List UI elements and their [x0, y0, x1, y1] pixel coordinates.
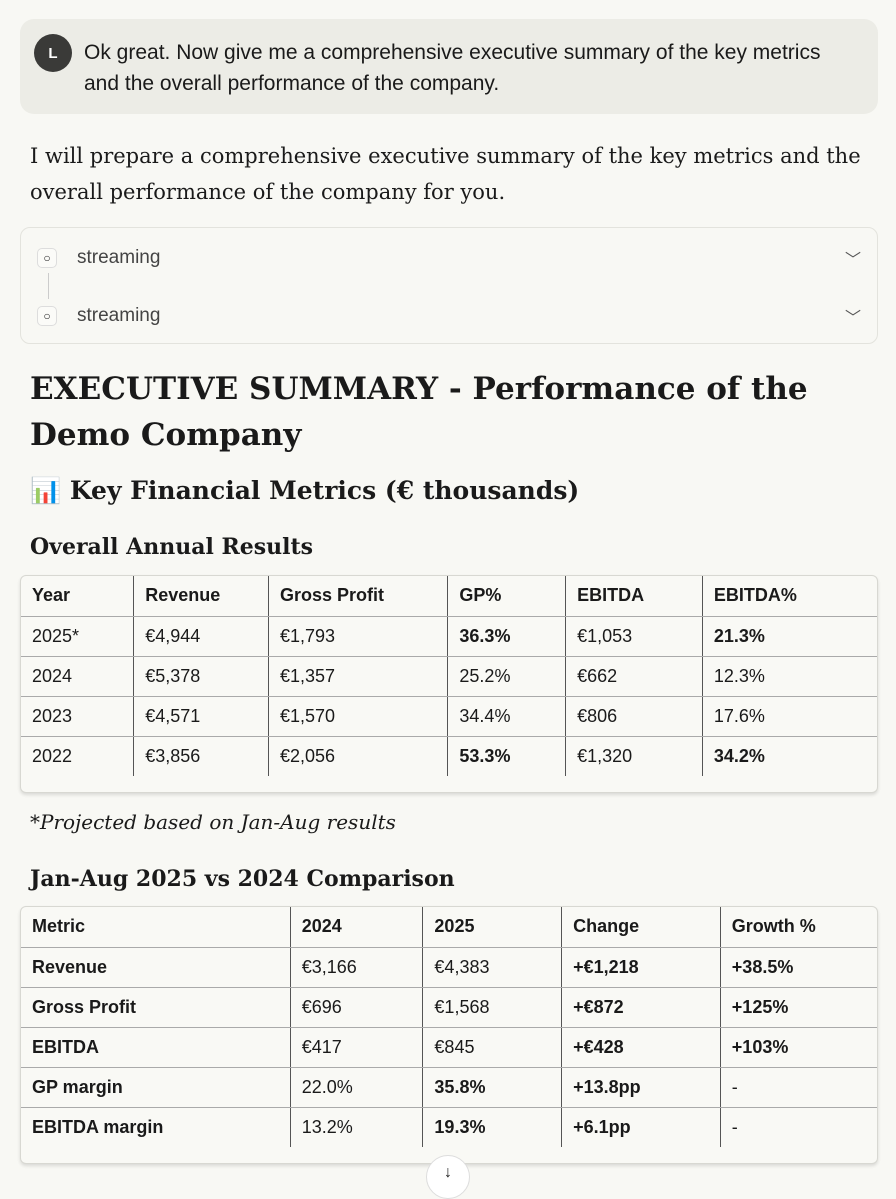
table-cell: 2022 [32, 745, 73, 766]
table-cell: EBITDA margin [32, 1116, 164, 1137]
chevron-down-icon[interactable]: ﹀ [844, 252, 861, 269]
table-cell: €3,166 [289, 947, 423, 988]
table-cell: €1,357 [268, 656, 448, 697]
streaming-step[interactable]: ○ streaming ﹀ [37, 246, 861, 270]
table-cell: Gross Profit [21, 987, 291, 1028]
table-cell: 35.8% [422, 1067, 562, 1108]
table-cell: +13.8pp [561, 1067, 721, 1108]
streaming-step[interactable]: ○ streaming ﹀ [37, 304, 861, 328]
table-cell: - [719, 1107, 877, 1147]
table-cell: 12.3% [701, 656, 877, 697]
table-cell: +€1,218 [561, 947, 721, 988]
table-row: GP margin 22.0% 35.8% +13.8pp - [21, 1067, 877, 1108]
table-cell: +6.1pp [561, 1107, 721, 1147]
table-cell: +125% [719, 987, 877, 1028]
table-cell: €1,320 [565, 736, 703, 776]
table-cell: 34.2% [701, 736, 877, 776]
comparison-heading: Jan-Aug 2025 vs 2024 Comparison [30, 866, 455, 892]
column-header: EBITDA [565, 576, 703, 617]
table-cell: €662 [565, 656, 703, 697]
table-cell: EBITDA [21, 1027, 291, 1068]
table-cell: €2,056 [268, 736, 448, 776]
table-cell: 2024 [21, 656, 134, 697]
user-message-text: Ok great. Now give me a comprehensive ex… [84, 41, 821, 95]
table-cell: 17.6% [701, 696, 877, 737]
table-cell: 34.4% [447, 696, 566, 737]
table-cell: +103% [719, 1027, 877, 1068]
table-cell: €1,053 [565, 616, 703, 657]
table-row: EBITDA €417 €845 +€428 +103% [21, 1027, 877, 1068]
column-header: EBITDA% [701, 576, 877, 617]
table-cell: 19.3% [422, 1107, 562, 1147]
step-connector [48, 273, 49, 299]
table-cell: 21.3% [701, 616, 877, 657]
streaming-steps: ○ streaming ﹀ ○ streaming ﹀ [20, 227, 878, 344]
table-row: 2022 €3,856 €2,056 53.3% €1,320 34.2% [21, 736, 877, 776]
table-cell: 25.2% [447, 656, 566, 697]
table-cell: €4,571 [133, 696, 269, 737]
table-cell: €1,570 [268, 696, 448, 737]
column-header: Year [21, 576, 134, 617]
table-cell: €5,378 [133, 656, 269, 697]
arrow-down-icon: ↓ [444, 1164, 452, 1181]
section-heading: 📊 Key Financial Metrics (€ thousands) [30, 476, 579, 506]
table-row: Revenue €3,166 €4,383 +€1,218 +38.5% [21, 947, 877, 988]
table-cell: €3,856 [133, 736, 269, 776]
table-cell: +€428 [561, 1027, 721, 1068]
step-label: streaming [77, 247, 161, 268]
footnote: *Projected based on Jan-Aug results [30, 810, 396, 834]
table-cell: €1,793 [268, 616, 448, 657]
assistant-reply: I will prepare a comprehensive executive… [30, 144, 861, 204]
bar-chart-icon: 📊 [30, 476, 62, 505]
table-cell: - [719, 1067, 877, 1108]
table-cell: 2025* [21, 616, 134, 657]
table-cell: 53.3% [447, 736, 566, 776]
table-cell: 2023 [21, 696, 134, 737]
section-title: Key Financial Metrics (€ thousands) [69, 476, 580, 505]
table-cell: 13.2% [289, 1107, 423, 1147]
annual-table: Year Revenue Gross Profit GP% EBITDA EBITDA% 2… [20, 575, 878, 793]
step-circle-icon: ○ [37, 248, 57, 268]
comparison-table: Metric 2024 2025 Change Growth % Revenue €3,16… [20, 906, 878, 1164]
column-header: 2024 [289, 907, 423, 948]
table-cell: 22.0% [289, 1067, 423, 1108]
column-header: GP% [447, 576, 566, 617]
table-cell: €417 [289, 1027, 423, 1068]
page-title: EXECUTIVE SUMMARY - Performance of the D… [30, 371, 808, 453]
table-cell: GP margin [21, 1067, 291, 1108]
table-row: 2023 €4,571 €1,570 34.4% €806 17.6% [21, 696, 877, 737]
column-header: Growth % [719, 907, 877, 948]
table-row: 2025* €4,944 €1,793 36.3% €1,053 21.3% [21, 616, 877, 657]
table-cell: €845 [422, 1027, 562, 1068]
user-message: L Ok great. Now give me a comprehensive … [20, 19, 878, 114]
table-cell: €696 [289, 987, 423, 1028]
column-header: Gross Profit [268, 576, 448, 617]
table-cell: €806 [565, 696, 703, 737]
table-cell: +38.5% [719, 947, 877, 988]
table-row: EBITDA margin 13.2% 19.3% +6.1pp - [21, 1107, 877, 1147]
step-label: streaming [77, 305, 161, 326]
step-circle-icon: ○ [37, 306, 57, 326]
table-cell: Revenue [21, 947, 291, 988]
chevron-down-icon[interactable]: ﹀ [844, 310, 861, 327]
table-cell: +€872 [561, 987, 721, 1028]
column-header: 2025 [422, 907, 562, 948]
table-cell: €1,568 [422, 987, 562, 1028]
column-header: Revenue [133, 576, 269, 617]
column-header: Change [561, 907, 721, 948]
table-cell: €4,383 [422, 947, 562, 988]
scroll-down-button[interactable]: ↓ [426, 1155, 470, 1199]
annual-heading: Overall Annual Results [30, 534, 314, 560]
column-header: Metric [21, 907, 291, 948]
table-row: 2024 €5,378 €1,357 25.2% €662 12.3% [21, 656, 877, 697]
table-cell: 36.3% [447, 616, 566, 657]
table-cell: €4,944 [133, 616, 269, 657]
table-row: Gross Profit €696 €1,568 +€872 +125% [21, 987, 877, 1028]
avatar: L [34, 34, 72, 72]
